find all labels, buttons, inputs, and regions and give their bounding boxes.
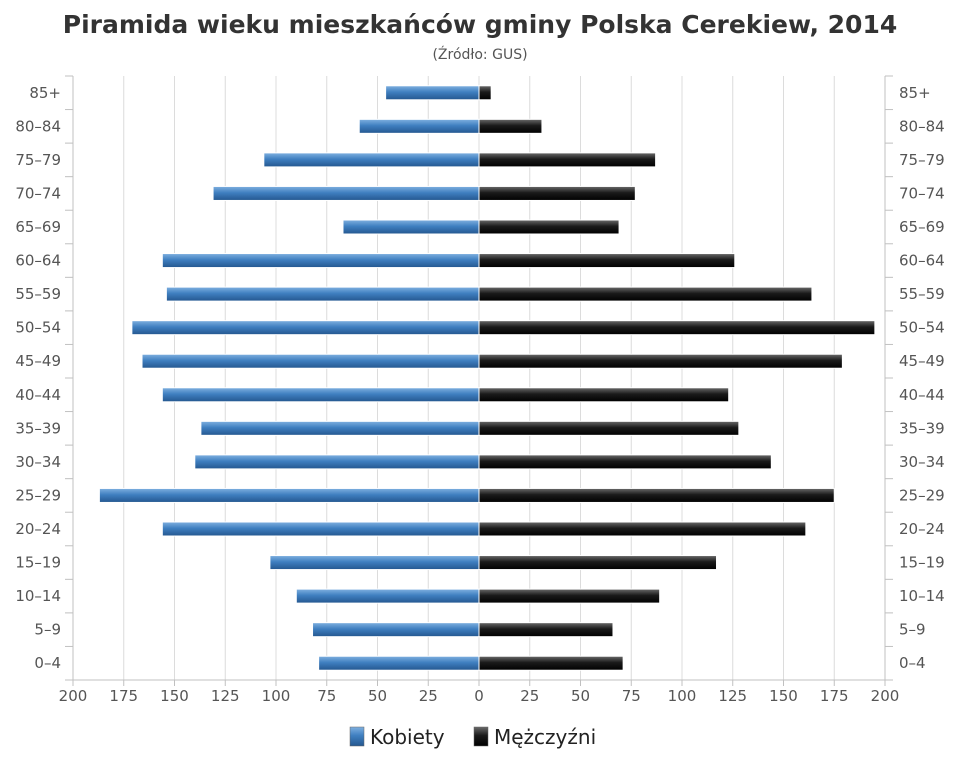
category-label-left: 65–69 [15, 218, 61, 236]
bar-mezczyzni [478, 655, 624, 671]
category-label-left: 75–79 [15, 151, 61, 169]
category-label-right: 85+ [899, 84, 931, 102]
bar-mezczyzni [478, 487, 835, 503]
x-tick-label: 75 [317, 687, 336, 705]
category-label-left: 60–64 [15, 252, 61, 270]
bar-kobiety [295, 588, 480, 604]
category-label-right: 15–19 [899, 554, 945, 572]
axes: 200 175 150 125 100 75 50 25 0 25 50 75 100 125 150 175… [15, 75, 945, 705]
bar-kobiety [212, 185, 480, 201]
x-tick-label: 125 [211, 687, 240, 705]
bar-mezczyzni [478, 219, 620, 235]
x-tick-label: 100 [262, 687, 291, 705]
category-label-left: 5–9 [34, 621, 61, 639]
x-tick-label: 25 [419, 687, 438, 705]
category-label-left: 70–74 [15, 184, 61, 202]
category-label-right: 45–49 [899, 352, 945, 370]
bar-mezczyzni [478, 555, 718, 571]
bar-kobiety [312, 622, 480, 638]
category-label-left: 20–24 [15, 520, 61, 538]
x-tick-label: 25 [520, 687, 539, 705]
category-label-left: 35–39 [15, 419, 61, 437]
x-tick-label: 150 [160, 687, 189, 705]
bar-kobiety [342, 219, 480, 235]
category-label-right: 60–64 [899, 252, 945, 270]
category-label-right: 50–54 [899, 319, 945, 337]
x-tick-label: 175 [109, 687, 138, 705]
category-label-right: 20–24 [899, 520, 945, 538]
category-label-right: 5–9 [899, 621, 926, 639]
category-label-left: 80–84 [15, 117, 61, 135]
bar-mezczyzni [478, 253, 736, 269]
category-label-right: 65–69 [899, 218, 945, 236]
bar-mezczyzni [478, 85, 492, 101]
legend[interactable]: Kobiety Mężczyźni [349, 725, 596, 749]
category-label-right: 10–14 [899, 587, 945, 605]
bar-mezczyzni [478, 152, 657, 168]
category-label-right: 25–29 [899, 486, 945, 504]
legend-label-mezczyzni: Mężczyźni [494, 725, 596, 749]
category-label-right: 40–44 [899, 386, 945, 404]
bars [98, 85, 876, 671]
bar-kobiety [141, 353, 480, 369]
bar-kobiety [98, 487, 480, 503]
bar-kobiety [161, 521, 480, 537]
category-label-left: 25–29 [15, 486, 61, 504]
chart-subtitle: (Źródło: GUS) [432, 45, 527, 63]
bar-kobiety [161, 253, 480, 269]
bar-kobiety [318, 655, 480, 671]
x-tick-label: 0 [474, 687, 484, 705]
x-tick-label: 200 [871, 687, 900, 705]
x-tick-label: 125 [718, 687, 747, 705]
bar-mezczyzni [478, 353, 843, 369]
category-label-left: 30–34 [15, 453, 61, 471]
category-label-right: 70–74 [899, 184, 945, 202]
bar-kobiety [385, 85, 480, 101]
legend-swatch-mezczyzni [473, 726, 489, 747]
category-label-left: 50–54 [15, 319, 61, 337]
bar-mezczyzni [478, 387, 730, 403]
legend-swatch-kobiety [349, 726, 365, 747]
category-label-left: 40–44 [15, 386, 61, 404]
bar-mezczyzni [478, 118, 543, 134]
x-tick-label: 50 [368, 687, 387, 705]
category-label-right: 30–34 [899, 453, 945, 471]
x-tick-label: 75 [622, 687, 641, 705]
bar-kobiety [269, 555, 480, 571]
bar-kobiety [358, 118, 480, 134]
bar-mezczyzni [478, 521, 807, 537]
bar-kobiety [131, 320, 480, 336]
category-label-left: 55–59 [15, 285, 61, 303]
category-label-left: 10–14 [15, 587, 61, 605]
x-tick-label: 150 [769, 687, 798, 705]
category-label-right: 80–84 [899, 117, 945, 135]
bar-kobiety [161, 387, 480, 403]
bar-kobiety [200, 420, 480, 436]
bar-kobiety [194, 454, 480, 470]
x-tick-label: 100 [668, 687, 697, 705]
category-label-left: 0–4 [34, 654, 61, 672]
category-label-right: 55–59 [899, 285, 945, 303]
x-tick-label: 175 [820, 687, 849, 705]
chart-title: Piramida wieku mieszkańców gminy Polska … [63, 10, 898, 39]
bar-mezczyzni [478, 320, 876, 336]
category-label-left: 45–49 [15, 352, 61, 370]
bar-mezczyzni [478, 185, 636, 201]
category-label-right: 0–4 [899, 654, 926, 672]
x-tick-label: 50 [571, 687, 590, 705]
legend-label-kobiety: Kobiety [370, 725, 445, 749]
category-label-right: 75–79 [899, 151, 945, 169]
bar-kobiety [263, 152, 480, 168]
category-label-left: 85+ [29, 84, 61, 102]
bar-mezczyzni [478, 454, 772, 470]
category-label-right: 35–39 [899, 419, 945, 437]
bar-mezczyzni [478, 286, 813, 302]
bar-kobiety [165, 286, 480, 302]
bar-mezczyzni [478, 420, 740, 436]
category-label-left: 15–19 [15, 554, 61, 572]
bar-mezczyzni [478, 622, 614, 638]
bar-mezczyzni [478, 588, 661, 604]
x-tick-label: 200 [59, 687, 88, 705]
